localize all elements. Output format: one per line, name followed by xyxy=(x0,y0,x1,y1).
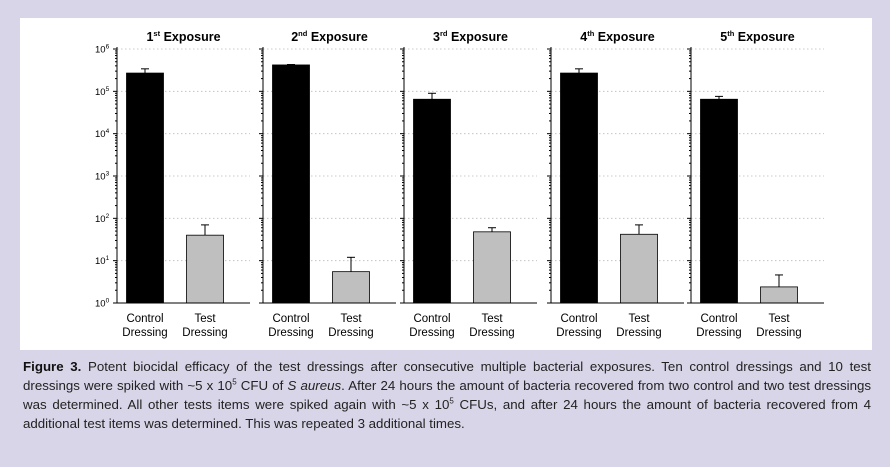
test-bar xyxy=(186,234,224,304)
y-tick-label: 100 xyxy=(95,298,110,310)
control-bar xyxy=(413,98,451,304)
caption-sentence-3: . After 24 hours the amount of bacteria … xyxy=(23,378,872,412)
x-category-label: Test xyxy=(194,313,216,325)
figure-caption: Figure 3. Potent biocidal efficacy of th… xyxy=(0,355,890,467)
caption-superscript-1: 5 xyxy=(232,377,237,387)
x-category-label: Control xyxy=(272,313,309,325)
x-category-label: Dressing xyxy=(696,327,741,339)
x-category-label: Dressing xyxy=(469,327,514,339)
test-bar xyxy=(332,271,370,304)
y-tick-label: 101 xyxy=(95,255,110,267)
chart-panel-3: 3rd Exposure Control Dressing Test Dressing xyxy=(400,29,537,339)
x-category-label: Control xyxy=(700,313,737,325)
caption-sentence-4: CFUs, and after 24 hours the amount of b… xyxy=(23,397,871,431)
organism-name: S aureus xyxy=(287,378,342,393)
caption-text: Figure 3. Potent biocidal efficacy of th… xyxy=(23,357,871,433)
caption-sentence-1: Potent biocidal efficacy of the test dre… xyxy=(23,359,872,393)
x-category-label: Dressing xyxy=(756,327,801,339)
x-category-label: Control xyxy=(126,313,163,325)
y-tick-label: 104 xyxy=(95,128,110,140)
x-category-label: Test xyxy=(768,313,790,325)
panel-title: 5th Exposure xyxy=(720,29,795,44)
chart-panel-4: 4th Exposure Control Dressing Test Dressing xyxy=(547,29,684,339)
control-bar xyxy=(700,98,738,304)
figure-label: Figure 3. xyxy=(23,359,82,374)
x-category-label: Dressing xyxy=(328,327,373,339)
caption-sentence-2: CFU of xyxy=(236,378,288,393)
control-bar xyxy=(126,72,164,304)
x-category-label: Dressing xyxy=(122,327,167,339)
x-category-label: Dressing xyxy=(616,327,661,339)
test-bar xyxy=(473,231,511,304)
control-bar xyxy=(560,72,598,304)
control-bar xyxy=(272,64,310,304)
x-category-label: Dressing xyxy=(182,327,227,339)
x-category-label: Control xyxy=(560,313,597,325)
x-category-label: Test xyxy=(481,313,503,325)
panel-title: 3rd Exposure xyxy=(433,29,508,44)
x-category-label: Dressing xyxy=(556,327,601,339)
x-category-label: Control xyxy=(413,313,450,325)
bar-chart-panels: 100 101 102 103 104 105 106 1st Exposure Control… xyxy=(95,29,824,339)
x-category-label: Test xyxy=(628,313,650,325)
x-category-label: Dressing xyxy=(409,327,454,339)
chart-panel-1: 100 101 102 103 104 105 106 1st Exposure Control… xyxy=(95,29,250,339)
panel-title: 4th Exposure xyxy=(580,29,655,44)
chart-panel-5: 5th Exposure Control Dressing Test Dressing xyxy=(687,29,824,339)
test-bar xyxy=(620,233,658,304)
y-tick-label: 103 xyxy=(95,171,110,183)
y-tick-label: 102 xyxy=(95,213,110,225)
y-tick-label: 106 xyxy=(95,44,110,56)
panel-title: 1st Exposure xyxy=(146,29,220,44)
chart-panel-2: 2nd Exposure Control Dressing Test Dressing xyxy=(259,29,396,339)
panel-title: 2nd Exposure xyxy=(291,29,368,44)
caption-superscript-2: 5 xyxy=(449,396,454,406)
x-category-label: Test xyxy=(340,313,362,325)
x-category-label: Dressing xyxy=(268,327,313,339)
y-tick-label: 105 xyxy=(95,86,110,98)
test-bar xyxy=(760,286,798,304)
